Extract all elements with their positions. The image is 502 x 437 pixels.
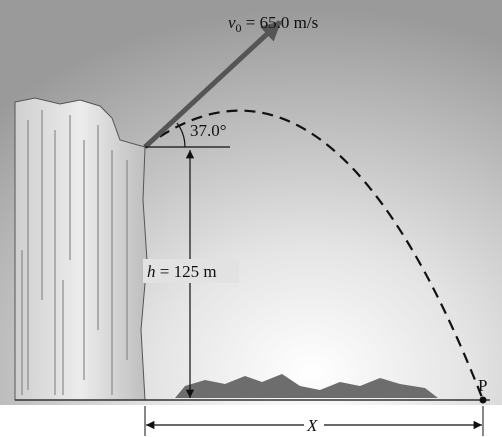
height-symbol: h xyxy=(147,262,156,281)
velocity-value: = 65.0 m/s xyxy=(242,13,319,32)
trajectory xyxy=(144,109,485,401)
velocity-label: v0 = 65.0 m/s xyxy=(228,13,318,35)
distance-label: X xyxy=(306,416,318,435)
cliff-streaks xyxy=(21,110,128,395)
margin xyxy=(0,405,502,437)
velocity-arrow xyxy=(143,20,282,149)
angle-arc xyxy=(176,122,186,148)
height-label: h = 125 m xyxy=(147,262,217,281)
cliff xyxy=(14,97,148,401)
landing-point xyxy=(479,396,487,404)
velocity-symbol: v xyxy=(228,13,236,32)
height-value: = 125 m xyxy=(156,262,217,281)
label-backdrop xyxy=(143,259,239,283)
label-backdrop xyxy=(304,415,324,435)
hills xyxy=(175,374,438,398)
angle-label: 37.0° xyxy=(190,121,227,140)
velocity-subscript: 0 xyxy=(236,21,242,35)
point-label: P xyxy=(478,376,487,395)
